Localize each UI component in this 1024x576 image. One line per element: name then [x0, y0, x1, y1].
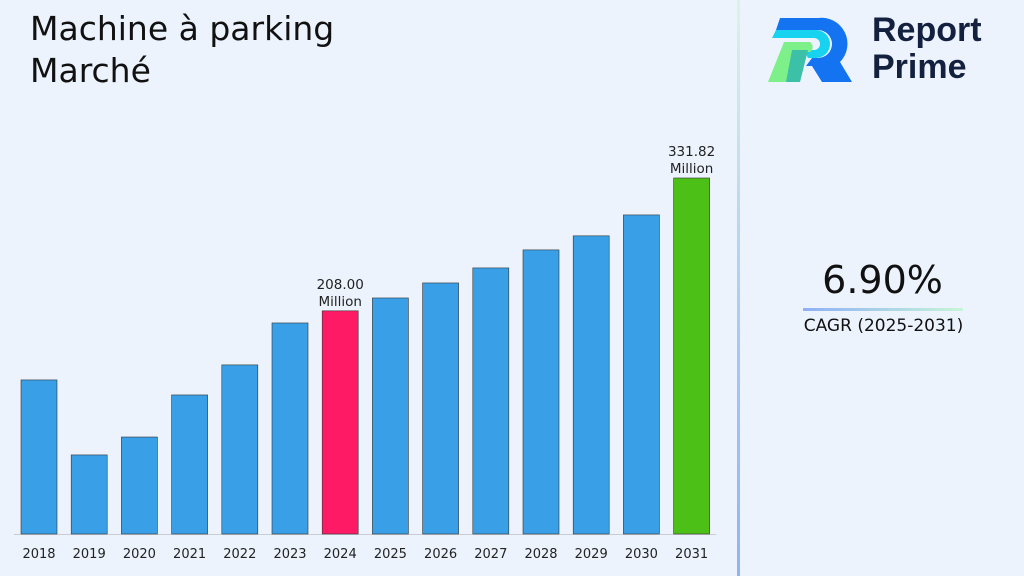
- bar-2031: [673, 177, 710, 535]
- bar-2022: [221, 364, 259, 535]
- data-label-2031-value: 331.82: [668, 144, 715, 160]
- bar-2029: [572, 235, 610, 535]
- bar-2023: [271, 322, 309, 535]
- data-label-2031-unit: Million: [670, 161, 713, 177]
- logo-word-report: Report: [872, 11, 982, 49]
- bar-2027: [472, 267, 510, 535]
- x-tick-label-2027: 2027: [474, 547, 507, 562]
- bar-2019: [70, 454, 108, 535]
- logo-word-prime: Prime: [872, 48, 967, 86]
- bar-2030: [623, 214, 660, 535]
- x-tick-label-2018: 2018: [22, 547, 55, 562]
- bar-2026: [422, 282, 459, 535]
- data-label-2024-value: 208.00: [317, 277, 364, 293]
- cagr-underline: [803, 308, 963, 311]
- bar-2020: [121, 436, 158, 535]
- bar-2021: [171, 394, 208, 535]
- x-tick-label-2022: 2022: [223, 547, 256, 562]
- data-label-2024-unit: Million: [318, 294, 361, 310]
- x-tick-label-2020: 2020: [123, 547, 156, 562]
- bar-2028: [522, 249, 560, 535]
- logo-text: Report Prime: [872, 12, 982, 86]
- bar-2025: [372, 297, 409, 535]
- title-line-2: Marché: [30, 51, 151, 90]
- cagr-label: CAGR (2025-2031): [803, 316, 964, 336]
- x-tick-label-2024: 2024: [324, 547, 357, 562]
- bar-2018: [20, 379, 58, 535]
- chart-title: Machine à parking Marché: [30, 8, 430, 92]
- x-tick-label-2021: 2021: [173, 547, 206, 562]
- x-tick-label-2023: 2023: [273, 547, 306, 562]
- cagr-value: 6.90%: [822, 258, 943, 302]
- x-tick-label-2025: 2025: [374, 547, 407, 562]
- divider: [737, 0, 740, 576]
- title-line-1: Machine à parking: [30, 9, 335, 48]
- x-tick-label-2028: 2028: [524, 547, 557, 562]
- x-tick-label-2026: 2026: [424, 547, 457, 562]
- report-prime-logo-icon: [768, 17, 852, 82]
- x-tick-label-2019: 2019: [73, 547, 106, 562]
- bar-2024: [321, 310, 359, 535]
- x-tick-label-2030: 2030: [625, 547, 658, 562]
- x-tick-label-2031: 2031: [675, 547, 708, 562]
- bar-chart: 2018 2019 2020 2021 2022 2023 2024208.00Millio…: [14, 144, 716, 562]
- x-tick-label-2029: 2029: [575, 547, 608, 562]
